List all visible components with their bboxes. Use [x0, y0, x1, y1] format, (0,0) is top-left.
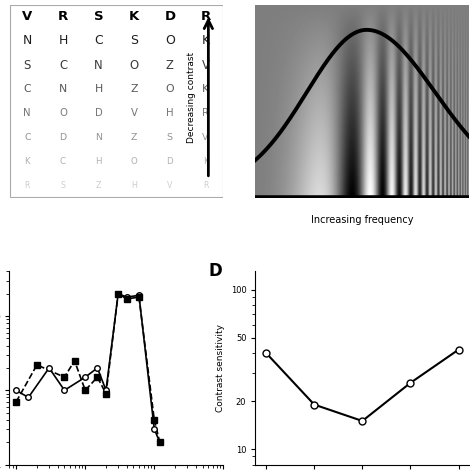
- Text: R: R: [201, 10, 210, 23]
- Y-axis label: Contrast sensitivity: Contrast sensitivity: [216, 324, 225, 412]
- Text: O: O: [130, 59, 139, 72]
- Text: V: V: [131, 109, 137, 118]
- Text: C: C: [94, 35, 103, 47]
- Text: D: D: [166, 157, 173, 166]
- Text: V: V: [202, 133, 209, 142]
- Text: N: N: [24, 109, 31, 118]
- Text: S: S: [130, 35, 138, 47]
- Text: C: C: [60, 157, 66, 166]
- Text: Decreasing contrast: Decreasing contrast: [187, 52, 196, 143]
- Text: O: O: [59, 109, 67, 118]
- Text: R: R: [203, 182, 208, 191]
- Text: R: R: [202, 109, 209, 118]
- Text: R: R: [58, 10, 68, 23]
- Text: N: N: [59, 84, 67, 94]
- Text: S: S: [94, 10, 103, 23]
- Text: N: N: [94, 59, 103, 72]
- Text: N: N: [23, 35, 32, 47]
- Text: C: C: [59, 59, 67, 72]
- Text: K: K: [129, 10, 139, 23]
- Text: V: V: [167, 182, 173, 191]
- Text: H: H: [94, 84, 103, 94]
- Text: Z: Z: [130, 84, 138, 94]
- Text: D: D: [59, 133, 66, 142]
- Text: K: K: [25, 157, 30, 166]
- Text: D: D: [209, 262, 222, 280]
- Text: O: O: [165, 84, 174, 94]
- Text: H: H: [166, 109, 173, 118]
- Text: V: V: [201, 59, 210, 72]
- Text: O: O: [131, 157, 137, 166]
- Text: C: C: [24, 133, 30, 142]
- Text: Z: Z: [166, 59, 174, 72]
- Text: H: H: [131, 182, 137, 191]
- Text: Increasing frequency: Increasing frequency: [311, 215, 414, 225]
- Text: N: N: [95, 133, 102, 142]
- Text: D: D: [95, 109, 102, 118]
- Text: S: S: [61, 182, 65, 191]
- Text: S: S: [167, 133, 173, 142]
- Text: H: H: [95, 157, 102, 166]
- Text: H: H: [58, 35, 68, 47]
- Text: Z: Z: [96, 182, 101, 191]
- Text: R: R: [25, 182, 30, 191]
- Text: K: K: [202, 84, 209, 94]
- Text: C: C: [24, 84, 31, 94]
- Text: O: O: [165, 35, 175, 47]
- Text: K: K: [201, 35, 210, 47]
- Text: V: V: [22, 10, 32, 23]
- Text: Z: Z: [131, 133, 137, 142]
- Text: S: S: [24, 59, 31, 72]
- Text: K: K: [203, 157, 208, 166]
- Text: D: D: [164, 10, 175, 23]
